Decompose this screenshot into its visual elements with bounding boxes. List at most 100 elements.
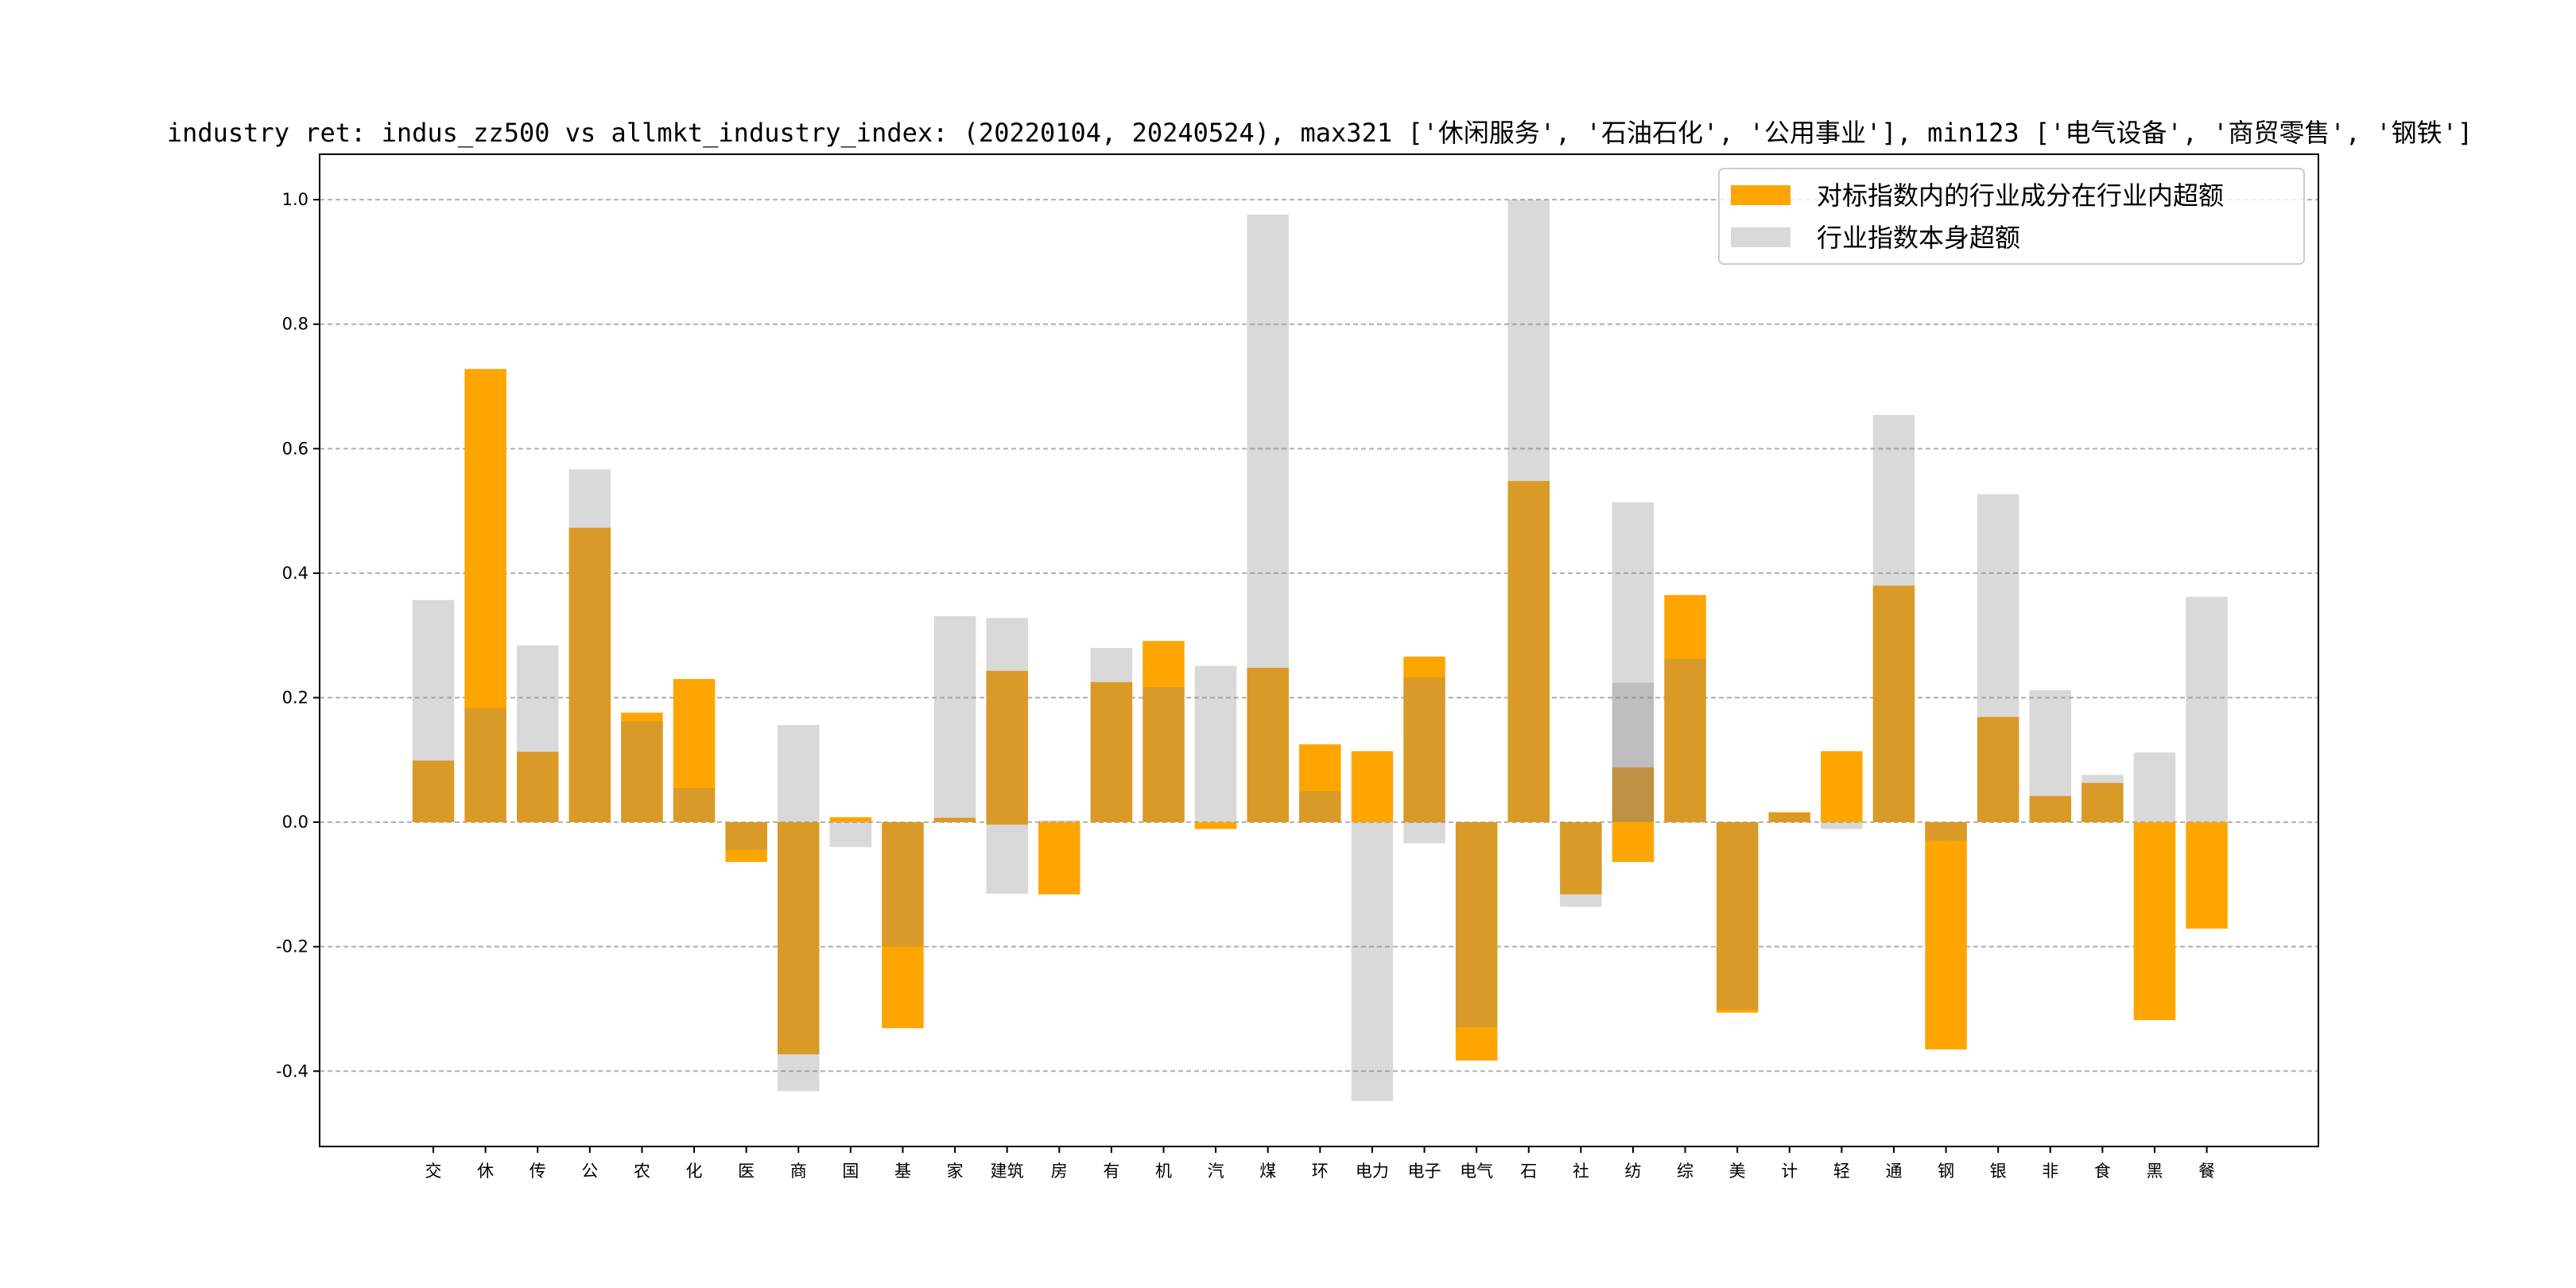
y-tick-label: 0.6 bbox=[282, 439, 308, 458]
x-tick-label: 房 bbox=[1051, 1162, 1068, 1181]
gray-bar-机 bbox=[1143, 687, 1185, 823]
orange-bar-纺 bbox=[1612, 822, 1655, 863]
x-tick-label: 美 bbox=[1729, 1162, 1746, 1181]
orange-bar-基 bbox=[882, 822, 924, 1029]
x-axis: 交 休 传 公 农 化 医 商 国 基 家 建筑 房 有 机 汽 煤 环 电力 电子 电气 石 社 纺 综 美 计 轻 通 钢 银 非 食 黑 餐 bbox=[425, 1146, 2215, 1181]
orange-bar-纺 bbox=[1612, 767, 1655, 823]
orange-bar-建筑 bbox=[986, 670, 1028, 823]
x-tick-label: 银 bbox=[1990, 1162, 2007, 1181]
gray-bar-电子 bbox=[1403, 677, 1445, 823]
orange-bar-银 bbox=[1977, 716, 2019, 823]
gray-bar-汽 bbox=[1194, 665, 1237, 823]
x-tick-label: 煤 bbox=[1259, 1162, 1276, 1181]
gray-bar-交 bbox=[412, 599, 455, 823]
gray-bar-休 bbox=[464, 708, 506, 823]
x-tick-label: 汽 bbox=[1208, 1162, 1224, 1181]
orange-bar-黑 bbox=[2133, 822, 2176, 1021]
gray-bar-美 bbox=[1716, 822, 1759, 1010]
gray-bar-建筑 bbox=[986, 822, 1028, 894]
orange-bar-煤 bbox=[1247, 667, 1289, 823]
x-tick-label: 有 bbox=[1103, 1162, 1119, 1181]
gray-bar-石 bbox=[1507, 200, 1550, 823]
legend-swatch-orange bbox=[1731, 185, 1790, 205]
legend-label-orange: 对标指数内的行业成分在行业内超额 bbox=[1817, 180, 2224, 211]
legend: 对标指数内的行业成分在行业内超额 行业指数本身超额 bbox=[1718, 168, 2305, 265]
legend-label-gray: 行业指数本身超额 bbox=[1817, 223, 2020, 253]
orange-bar-石 bbox=[1507, 481, 1550, 823]
gray-bar-建筑 bbox=[986, 618, 1028, 823]
gray-bar-电力 bbox=[1351, 822, 1394, 1101]
orange-bar-化 bbox=[673, 679, 716, 823]
gray-bar-通 bbox=[1872, 415, 1915, 823]
x-tick-label: 通 bbox=[1885, 1162, 1902, 1181]
x-tick-label: 休 bbox=[477, 1162, 494, 1181]
x-tick-label: 社 bbox=[1573, 1162, 1589, 1181]
gray-bar-家 bbox=[933, 615, 976, 823]
orange-bar-电子 bbox=[1403, 656, 1445, 823]
y-tick-label: 0.0 bbox=[282, 813, 308, 832]
y-tick-label: -0.2 bbox=[276, 937, 308, 956]
x-tick-label: 计 bbox=[1781, 1162, 1798, 1181]
orange-bar-农 bbox=[621, 712, 663, 823]
gray-bar-钢 bbox=[1925, 822, 1967, 841]
orange-bar-食 bbox=[2081, 782, 2124, 823]
x-tick-label: 轻 bbox=[1833, 1162, 1850, 1181]
series-orange-bars bbox=[412, 369, 2228, 1061]
y-tick-label: 0.4 bbox=[282, 564, 308, 583]
orange-bar-环 bbox=[1299, 744, 1341, 823]
gray-bar-餐 bbox=[2186, 596, 2228, 823]
gray-bar-基 bbox=[882, 822, 924, 947]
gray-bar-电子 bbox=[1403, 822, 1445, 844]
x-tick-label: 农 bbox=[634, 1162, 650, 1181]
x-tick-label: 建筑 bbox=[991, 1162, 1024, 1181]
x-tick-label: 黑 bbox=[2146, 1162, 2163, 1181]
y-tick-label: -0.4 bbox=[276, 1061, 308, 1080]
legend-box bbox=[1718, 168, 2305, 265]
x-tick-label: 化 bbox=[686, 1162, 703, 1181]
orange-bar-医 bbox=[725, 822, 767, 863]
x-tick-label: 家 bbox=[947, 1162, 964, 1181]
gray-bar-综 bbox=[1664, 658, 1706, 823]
gray-bar-有 bbox=[1090, 647, 1133, 823]
x-tick-label: 医 bbox=[738, 1162, 755, 1181]
x-tick-label: 传 bbox=[530, 1162, 546, 1181]
orange-bar-钢 bbox=[1925, 822, 1967, 1049]
y-axis: -0.4 -0.2 0.0 0.2 0.4 0.6 0.8 1.0 bbox=[276, 190, 320, 1080]
gray-bar-环 bbox=[1299, 790, 1341, 823]
x-tick-label: 石 bbox=[1520, 1162, 1537, 1181]
gray-bar-医 bbox=[725, 822, 767, 851]
gray-bar-商 bbox=[778, 822, 820, 1092]
orange-bar-传 bbox=[516, 751, 559, 823]
gray-bar-煤 bbox=[1247, 214, 1289, 823]
x-tick-label: 纺 bbox=[1624, 1162, 1641, 1181]
gray-bar-房 bbox=[1038, 820, 1080, 823]
orange-bar-汽 bbox=[1194, 822, 1237, 829]
orange-bar-休 bbox=[464, 369, 506, 823]
x-tick-label: 基 bbox=[894, 1162, 911, 1181]
chart-title: industry ret: indus_zz500 vs allmkt_indu… bbox=[167, 118, 2473, 148]
orange-bar-餐 bbox=[2186, 822, 2228, 929]
gray-bar-纺 bbox=[1612, 682, 1655, 823]
gray-bar-商 bbox=[778, 724, 820, 823]
orange-bar-综 bbox=[1664, 595, 1706, 823]
x-tick-label: 电力 bbox=[1356, 1162, 1389, 1181]
axes-frame bbox=[319, 153, 2319, 1147]
gray-bar-化 bbox=[673, 788, 716, 823]
gray-bar-黑 bbox=[2133, 752, 2176, 823]
x-tick-label: 食 bbox=[2094, 1162, 2111, 1181]
gray-bar-纺 bbox=[1612, 502, 1655, 823]
gray-bar-社 bbox=[1560, 822, 1602, 907]
x-tick-label: 钢 bbox=[1938, 1162, 1954, 1181]
gray-bar-农 bbox=[621, 721, 663, 823]
orange-bar-建筑 bbox=[986, 822, 1028, 825]
x-tick-label: 电气 bbox=[1460, 1162, 1493, 1181]
y-tick-label: 0.2 bbox=[282, 689, 308, 708]
orange-bar-家 bbox=[933, 817, 976, 823]
gray-bar-计 bbox=[1768, 813, 1811, 823]
orange-bar-机 bbox=[1143, 641, 1185, 823]
orange-bar-房 bbox=[1038, 822, 1080, 894]
x-tick-label: 交 bbox=[425, 1162, 442, 1181]
gray-bar-公 bbox=[568, 469, 611, 823]
x-tick-label: 电子 bbox=[1408, 1162, 1441, 1181]
